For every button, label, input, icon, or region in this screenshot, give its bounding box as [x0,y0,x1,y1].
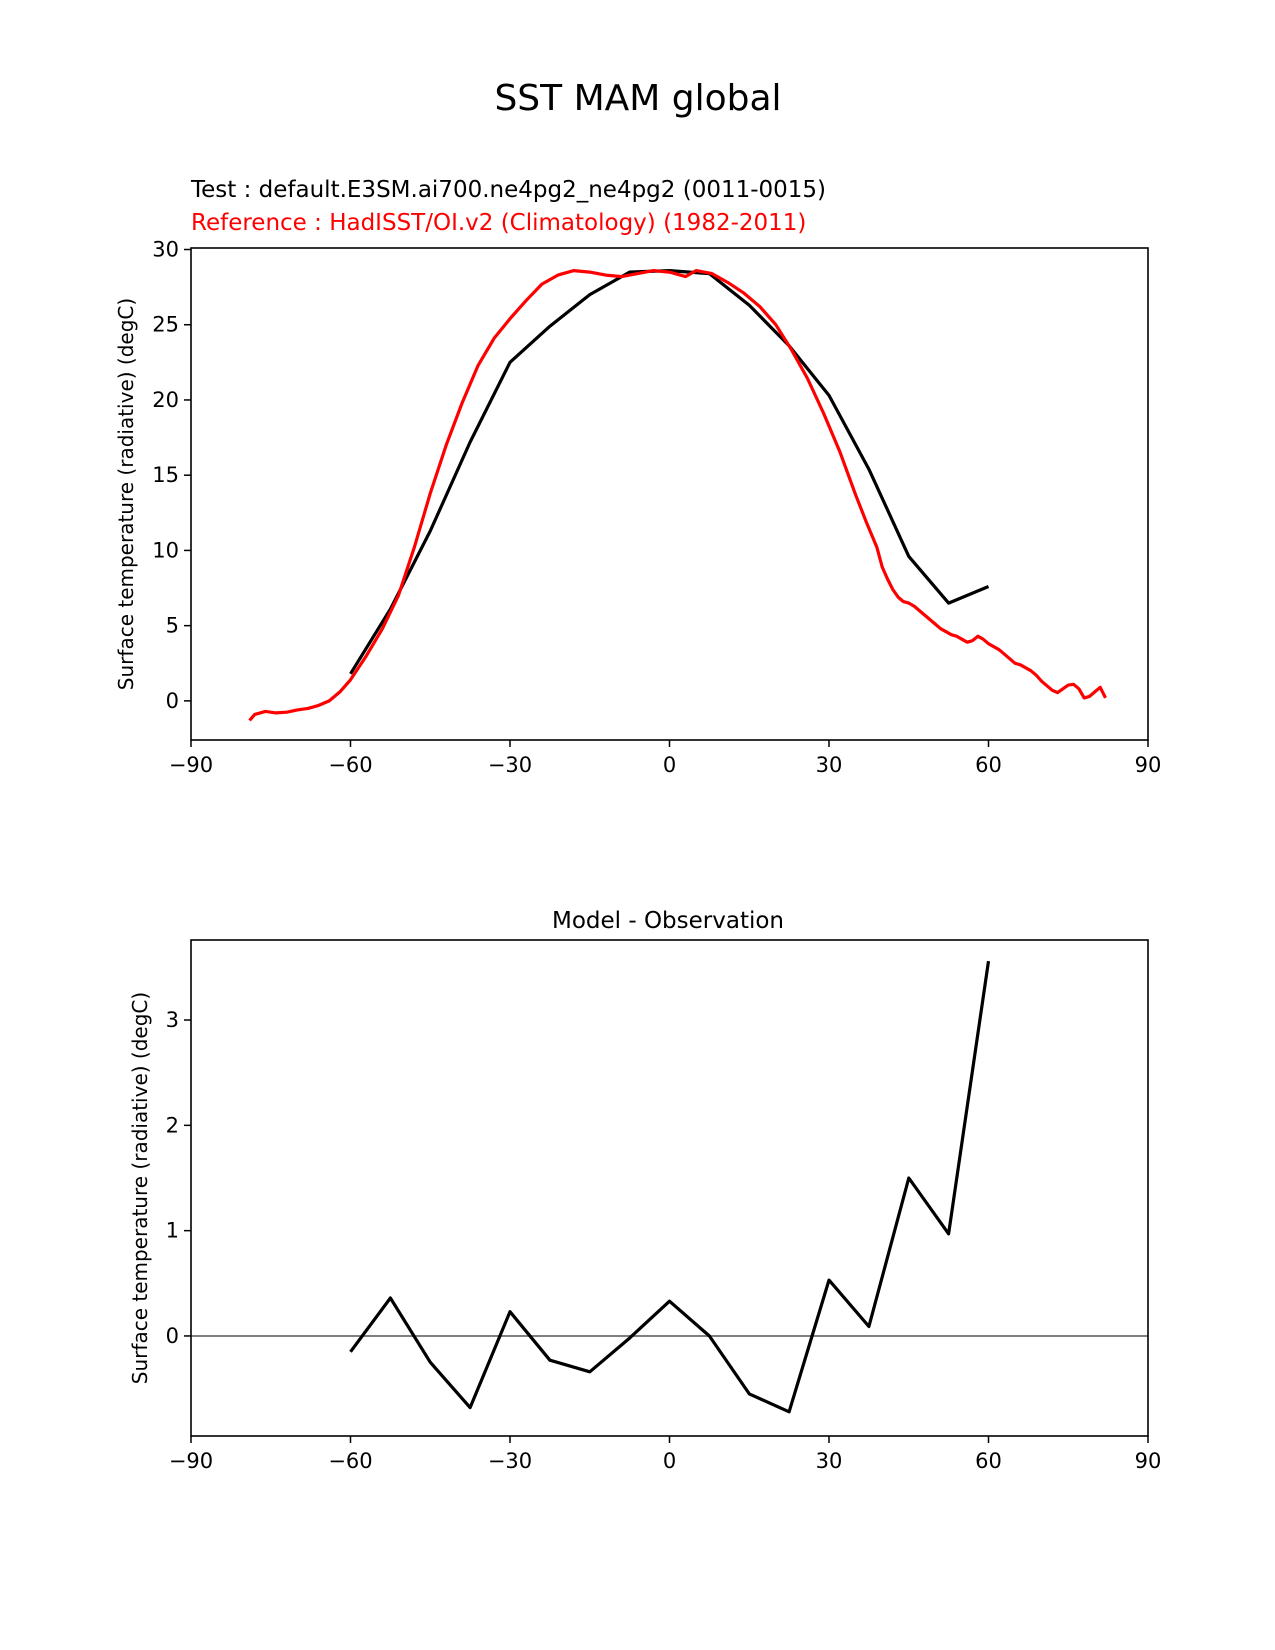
y-tick-label: 15 [152,463,179,487]
bottom-plot-frame [190,939,1149,1437]
top-y-axis-label: Surface temperature (radiative) (degC) [114,298,138,690]
top-axis-ticks: −90 −60 −30 0 30 60 90 0 5 10 15 20 25 30 [152,238,1161,777]
x-tick-label: −90 [169,1449,213,1473]
top-series-group [248,269,1107,722]
reference-series-line [248,269,1107,722]
x-tick-label: 0 [663,753,676,777]
y-tick-label: 30 [152,238,179,262]
x-tick-label: 90 [1135,1449,1162,1473]
x-tick-label: −60 [328,753,372,777]
reference-legend-line: Reference : HadISST/OI.v2 (Climatology) … [191,210,806,236]
test-legend-line: Test : default.E3SM.ai700.ne4pg2_ne4pg2 … [190,177,826,203]
top-panel: Test : default.E3SM.ai700.ne4pg2_ne4pg2 … [114,177,1161,777]
bottom-panel-title: Model - Observation [552,908,784,934]
y-tick-label: 20 [152,388,179,412]
x-tick-label: 0 [663,1449,676,1473]
x-tick-label: −30 [488,753,532,777]
difference-series-line [349,960,991,1414]
bottom-y-axis-label: Surface temperature (radiative) (degC) [128,992,152,1384]
y-tick-label: 0 [166,689,179,713]
y-tick-label: 10 [152,538,179,562]
figure-title: SST MAM global [494,78,781,119]
bottom-panel: Model - Observation Surface temperature … [128,908,1161,1473]
y-tick-label: 5 [166,614,179,638]
y-tick-label: 1 [166,1219,179,1243]
x-tick-label: −90 [169,753,213,777]
x-tick-label: −30 [488,1449,532,1473]
x-tick-label: 90 [1135,753,1162,777]
y-tick-label: 0 [166,1324,179,1348]
bottom-series-group [349,960,991,1414]
y-tick-label: 3 [166,1008,179,1032]
x-tick-label: −60 [328,1449,372,1473]
x-tick-label: 60 [975,1449,1002,1473]
y-tick-label: 25 [152,313,179,337]
bottom-axis-ticks: −90 −60 −30 0 30 60 90 0 1 2 3 [166,1008,1162,1473]
x-tick-label: 30 [816,753,843,777]
top-plot-frame [190,247,1149,741]
x-tick-label: 30 [816,1449,843,1473]
x-tick-label: 60 [975,753,1002,777]
y-tick-label: 2 [166,1113,179,1137]
